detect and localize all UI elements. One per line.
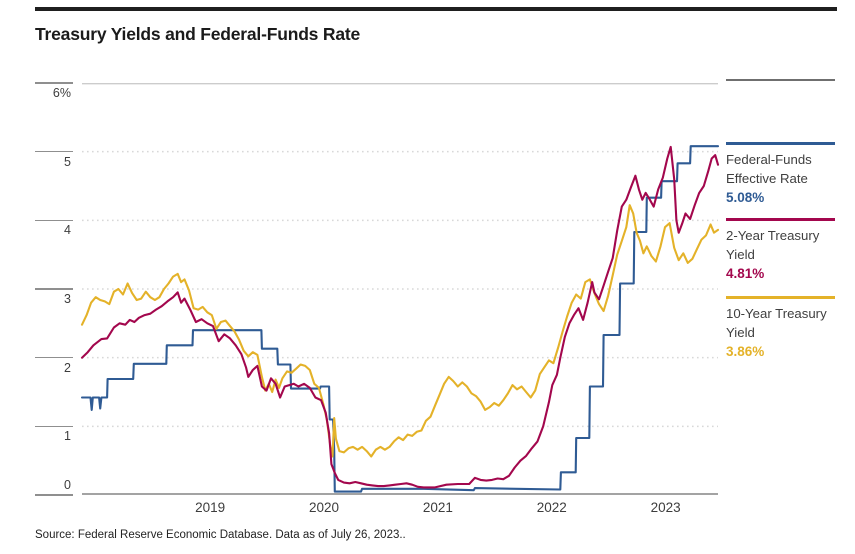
x-tick-label: 2020 — [308, 500, 339, 515]
legend-item-2yr-treasury: 2-Year Treasury Yield 4.81% — [726, 218, 836, 281]
legend-swatch-2yr-treasury — [726, 218, 835, 221]
legend-label-line: Federal-Funds — [726, 152, 812, 167]
legend-label-line: 2-Year Treasury — [726, 228, 820, 243]
series-line-10-year-treasury-yield — [80, 204, 720, 458]
legend-value-10yr-treasury: 3.86% — [726, 344, 765, 359]
top-accent-rule — [35, 7, 837, 11]
y-tick-label: 0 — [64, 478, 71, 492]
legend-top-rule — [726, 79, 835, 81]
y-tick-mark — [35, 82, 73, 84]
y-tick-mark — [35, 356, 73, 359]
x-tick-label: 2019 — [195, 500, 226, 515]
chart-title: Treasury Yields and Federal-Funds Rate — [35, 24, 361, 44]
legend-item-fed-funds: Federal-Funds Effective Rate 5.08% — [726, 142, 836, 205]
plot-svg — [80, 82, 720, 495]
legend: Federal-Funds Effective Rate 5.08% 2-Yea… — [726, 0, 836, 554]
x-tick-label: 2022 — [536, 500, 567, 515]
source-note: Source: Federal Reserve Economic Databas… — [35, 529, 406, 541]
series-line-federal-funds-effective-rate — [80, 145, 720, 493]
legend-label-line: Yield — [726, 246, 755, 262]
legend-label-10yr-treasury: 10-Year Treasury Yield — [726, 305, 836, 342]
x-tick-label: 2023 — [650, 500, 681, 515]
legend-label-2yr-treasury: 2-Year Treasury Yield — [726, 227, 836, 264]
legend-label-line: 10-Year Treasury — [726, 306, 827, 321]
y-tick-mark — [35, 288, 73, 290]
legend-label-fed-funds: Federal-Funds Effective Rate — [726, 151, 836, 188]
y-tick-label: 2 — [64, 360, 71, 375]
y-tick-mark — [35, 150, 73, 153]
y-tick-mark — [35, 219, 73, 222]
legend-label-line: Yield — [726, 324, 755, 340]
legend-label-line: Effective Rate — [726, 170, 808, 186]
y-tick-label: 3 — [64, 292, 71, 306]
series-line-2-year-treasury-yield — [80, 145, 720, 489]
legend-swatch-fed-funds — [726, 142, 835, 145]
y-tick-mark — [35, 425, 73, 428]
y-tick-label: 5 — [64, 154, 71, 169]
y-tick-label: 1 — [64, 429, 71, 444]
y-tick-mark — [35, 494, 73, 496]
y-tick-label: 6% — [52, 86, 71, 100]
legend-value-fed-funds: 5.08% — [726, 190, 765, 205]
legend-value-2yr-treasury: 4.81% — [726, 266, 765, 281]
legend-swatch-10yr-treasury — [726, 296, 835, 299]
y-tick-label: 4 — [64, 223, 71, 238]
legend-item-10yr-treasury: 10-Year Treasury Yield 3.86% — [726, 296, 836, 359]
x-tick-label: 2021 — [422, 500, 453, 515]
